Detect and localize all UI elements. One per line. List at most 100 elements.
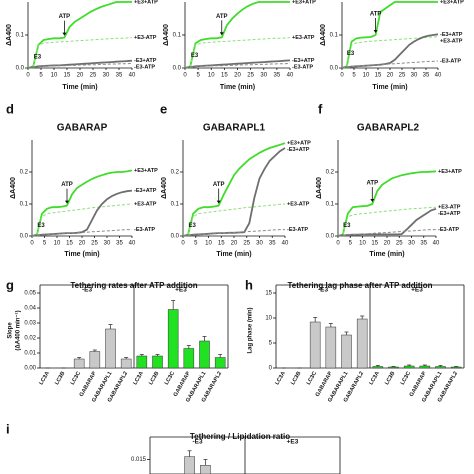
x-tick-label: 30	[411, 73, 418, 79]
x-axis-label: Time (min)	[216, 251, 251, 258]
x-tick-label: LC3B	[148, 371, 160, 386]
x-tick-label: 0	[340, 73, 344, 79]
series-line	[31, 169, 133, 237]
series-line	[184, 37, 291, 69]
series-label: +E3-ATP	[287, 201, 310, 207]
series-line	[27, 59, 133, 69]
y-tick-label: 0.0	[173, 66, 182, 72]
y-axis-label: ΔA400	[316, 177, 323, 199]
bar	[309, 321, 321, 369]
x-tick-label: LC3A	[368, 371, 380, 386]
y-tick-label: 0.0	[16, 66, 25, 72]
series-label: -E3+ATP	[134, 188, 157, 194]
x-tick-label: 40	[129, 241, 136, 247]
x-tick-label: 25	[91, 241, 98, 247]
annotation-arrowhead	[65, 200, 69, 204]
x-tick-label: LC3C	[164, 371, 176, 386]
bar	[419, 365, 431, 369]
x-tick-label: 10	[54, 241, 61, 247]
series-label: -E3+ATP	[438, 211, 461, 217]
y-tick-label: 0.2	[20, 170, 29, 176]
bar	[152, 355, 163, 369]
series-label: +E3+ATP	[287, 141, 311, 147]
series-line	[337, 207, 437, 237]
group-label: +E3	[287, 439, 299, 446]
series-line	[184, 62, 291, 69]
series-line	[27, 62, 133, 69]
series-label: +E3+ATP	[134, 0, 158, 5]
chart-title: GABARAP	[57, 123, 108, 134]
annotation: ATP	[370, 12, 382, 18]
x-tick-label: LC3C	[70, 371, 82, 386]
x-tick-label: 30	[260, 73, 267, 79]
series-label: -E3-ATP	[438, 227, 459, 233]
group-label: -E3	[82, 287, 93, 294]
y-tick-label: 0.03	[24, 321, 36, 327]
y-tick-label: 0.2	[171, 170, 180, 176]
x-tick-label: LC3A	[274, 371, 286, 386]
series-label: -E3-ATP	[287, 227, 308, 233]
x-tick-label: 20	[77, 73, 84, 79]
x-tick-label: 20	[387, 73, 394, 79]
x-tick-label: 5	[352, 73, 356, 79]
series-line	[182, 229, 285, 237]
y-tick-label: 5	[269, 341, 273, 347]
y-axis-label: Lag phase (min)	[248, 307, 254, 353]
series-label: -E3-ATP	[134, 227, 155, 233]
x-tick-label: 35	[116, 73, 123, 79]
bar	[183, 348, 195, 369]
annotation: E3	[343, 223, 351, 229]
x-tick-label: 40	[282, 241, 289, 247]
series-line	[337, 206, 437, 237]
bar	[356, 318, 368, 369]
y-axis-label: Slope	[8, 322, 14, 339]
chart-title: GABARAPL1	[203, 123, 266, 134]
group-label: -E3	[318, 287, 329, 294]
annotation: E3	[191, 53, 199, 59]
x-tick-label: 15	[375, 73, 382, 79]
x-tick-label: 15	[66, 241, 73, 247]
x-tick-label: 0	[26, 73, 30, 79]
x-tick-label: 40	[129, 73, 136, 79]
series-line	[337, 170, 437, 237]
y-tick-label: 0.05	[24, 291, 36, 297]
x-axis-label: Time (min)	[220, 84, 255, 91]
group-label: +E3	[411, 287, 423, 294]
x-tick-label: 20	[384, 241, 391, 247]
annotation: E3	[37, 223, 45, 229]
x-axis-label: Time (min)	[64, 251, 99, 258]
panel-letter: f	[318, 101, 323, 116]
group-label: +E3	[175, 287, 187, 294]
x-tick-label: 30	[408, 241, 415, 247]
panel-letter: i	[6, 421, 10, 436]
annotation-arrowhead	[216, 200, 221, 204]
x-tick-label: 10	[205, 241, 212, 247]
series-label: +E3-ATP	[292, 35, 315, 41]
y-tick-label: 0.0	[20, 234, 29, 240]
series-label: +E3+ATP	[292, 0, 316, 5]
x-tick-label: LC3B	[54, 371, 66, 386]
annotation-arrowhead	[62, 32, 67, 36]
series-label: +E3+ATP	[438, 169, 462, 175]
annotation: E3	[347, 51, 355, 57]
x-tick-label: LC3A	[132, 371, 144, 386]
series-label: -E3+ATP	[134, 58, 157, 64]
x-tick-label: 15	[221, 73, 228, 79]
x-tick-label: 25	[247, 73, 254, 79]
series-label: -E3+ATP	[292, 58, 315, 64]
x-tick-label: 25	[243, 241, 250, 247]
panel-letter: e	[160, 101, 167, 116]
series-line	[182, 147, 286, 237]
x-tick-label: 5	[194, 241, 198, 247]
y-tick-label: 0.02	[24, 336, 36, 342]
series-line	[184, 59, 291, 69]
bar	[403, 365, 415, 369]
series-label: +E3+ATP	[440, 0, 464, 5]
annotation: E3	[189, 223, 197, 229]
panel-letter: h	[245, 277, 253, 292]
x-tick-label: 10	[359, 241, 366, 247]
annotation-arrowhead	[370, 199, 375, 202]
y-tick-label: 0.1	[326, 202, 335, 208]
y-tick-label: 0.1	[20, 202, 29, 208]
